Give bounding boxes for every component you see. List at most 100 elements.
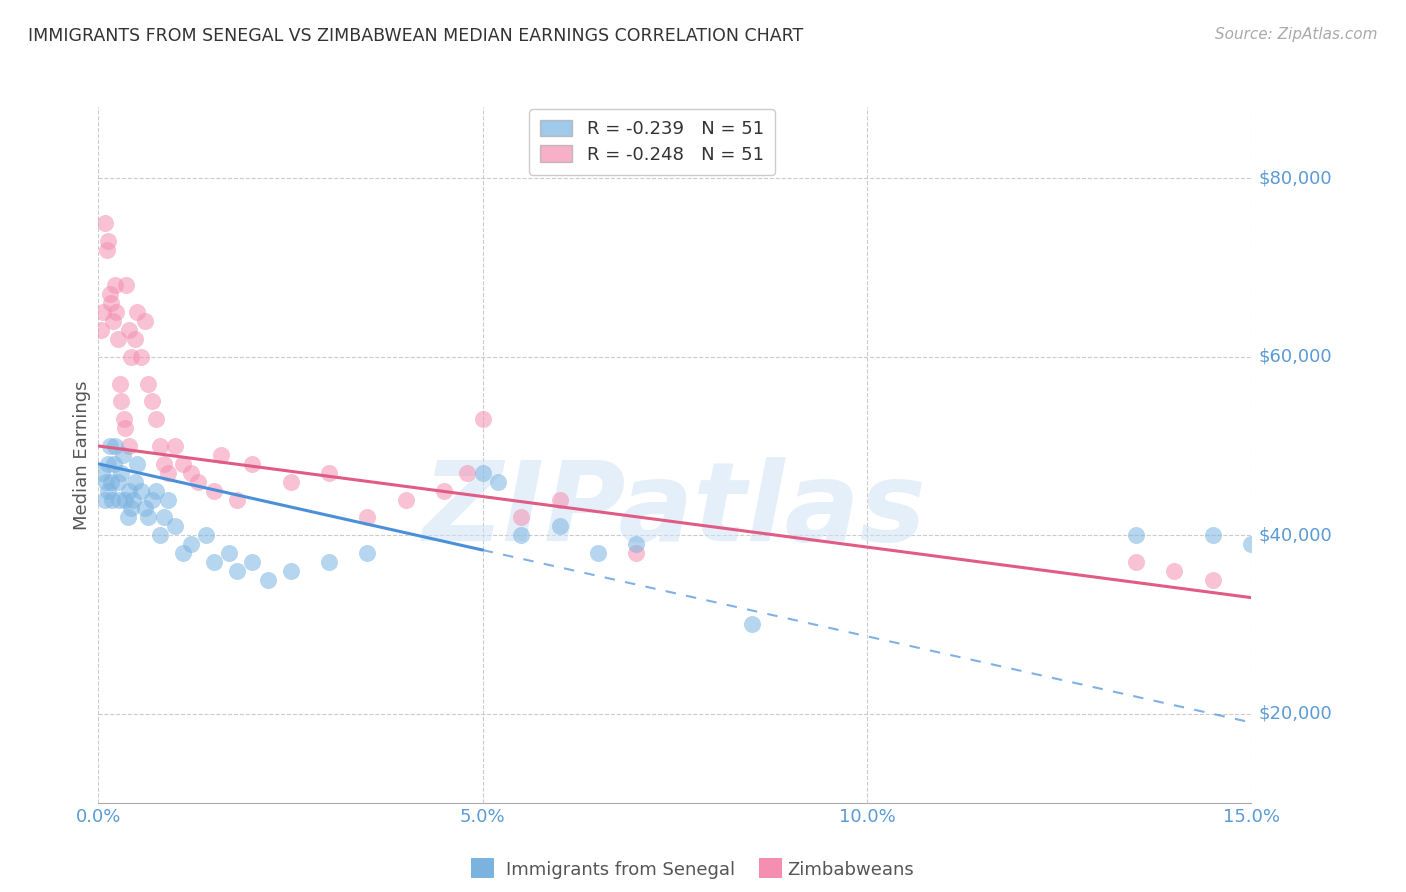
Point — [510, 510, 533, 524]
Text: Zimbabweans: Zimbabweans — [787, 861, 914, 879]
Y-axis label: Median Earnings: Median Earnings — [73, 380, 91, 530]
Point — [433, 483, 456, 498]
Point — [141, 492, 163, 507]
Point — [145, 412, 167, 426]
Point — [91, 305, 114, 319]
Point — [626, 546, 648, 560]
Point — [318, 466, 340, 480]
Point — [100, 475, 122, 489]
Point — [107, 332, 129, 346]
Point — [125, 305, 148, 319]
Point — [118, 483, 141, 498]
Point — [98, 287, 121, 301]
Legend: R = -0.239   N = 51, R = -0.248   N = 51: R = -0.239 N = 51, R = -0.248 N = 51 — [529, 109, 775, 175]
Point — [117, 510, 139, 524]
Point — [510, 840, 533, 855]
Point — [103, 278, 125, 293]
Point — [97, 234, 120, 248]
Point — [141, 394, 163, 409]
Point — [100, 296, 122, 310]
Point — [118, 439, 141, 453]
Point — [548, 519, 571, 533]
Text: IMMIGRANTS FROM SENEGAL VS ZIMBABWEAN MEDIAN EARNINGS CORRELATION CHART: IMMIGRANTS FROM SENEGAL VS ZIMBABWEAN ME… — [28, 27, 803, 45]
Point — [114, 492, 136, 507]
Point — [110, 394, 132, 409]
Point — [149, 439, 172, 453]
Point — [97, 457, 120, 471]
Point — [138, 376, 160, 391]
Point — [156, 466, 179, 480]
Point — [280, 475, 302, 489]
Point — [125, 457, 148, 471]
Point — [240, 457, 263, 471]
Point — [165, 519, 187, 533]
Point — [209, 448, 232, 462]
Point — [101, 314, 124, 328]
Point — [96, 243, 118, 257]
Point — [156, 492, 179, 507]
Point — [129, 350, 152, 364]
Point — [240, 555, 263, 569]
Point — [101, 492, 124, 507]
Point — [187, 475, 209, 489]
Point — [471, 466, 494, 480]
Point — [118, 323, 141, 337]
Point — [356, 546, 378, 560]
Text: ZIPatlas: ZIPatlas — [423, 457, 927, 564]
Point — [94, 216, 117, 230]
Point — [114, 421, 136, 435]
Point — [94, 475, 117, 489]
Point — [145, 483, 167, 498]
Point — [1202, 528, 1225, 542]
Point — [134, 314, 156, 328]
Point — [471, 412, 494, 426]
Point — [172, 546, 194, 560]
Point — [195, 528, 218, 542]
Point — [1202, 573, 1225, 587]
Point — [510, 528, 533, 542]
Point — [103, 457, 125, 471]
Point — [548, 492, 571, 507]
Point — [134, 501, 156, 516]
Point — [104, 439, 127, 453]
Text: $60,000: $60,000 — [1258, 348, 1331, 366]
Point — [110, 466, 132, 480]
Point — [218, 546, 240, 560]
Point — [1125, 528, 1147, 542]
Point — [1163, 564, 1185, 578]
Point — [152, 457, 174, 471]
Point — [395, 492, 418, 507]
Point — [111, 448, 134, 462]
Point — [107, 475, 129, 489]
Point — [1125, 555, 1147, 569]
Point — [105, 305, 128, 319]
Point — [180, 537, 202, 551]
Point — [115, 278, 138, 293]
Point — [112, 412, 135, 426]
Point — [741, 617, 763, 632]
Point — [586, 546, 609, 560]
Point — [90, 323, 112, 337]
Text: $20,000: $20,000 — [1258, 705, 1331, 723]
Point — [138, 510, 160, 524]
Point — [180, 466, 202, 480]
Point — [97, 483, 120, 498]
Point — [318, 555, 340, 569]
Point — [202, 483, 225, 498]
Point — [356, 510, 378, 524]
Point — [280, 564, 302, 578]
Point — [108, 492, 131, 507]
Text: $80,000: $80,000 — [1258, 169, 1331, 187]
Point — [202, 555, 225, 569]
Text: $40,000: $40,000 — [1258, 526, 1331, 544]
Point — [165, 439, 187, 453]
Point — [152, 510, 174, 524]
Point — [124, 332, 146, 346]
Point — [149, 528, 172, 542]
Point — [172, 457, 194, 471]
Text: Source: ZipAtlas.com: Source: ZipAtlas.com — [1215, 27, 1378, 42]
Point — [124, 475, 146, 489]
Point — [225, 564, 247, 578]
Point — [93, 492, 115, 507]
Point — [108, 376, 131, 391]
